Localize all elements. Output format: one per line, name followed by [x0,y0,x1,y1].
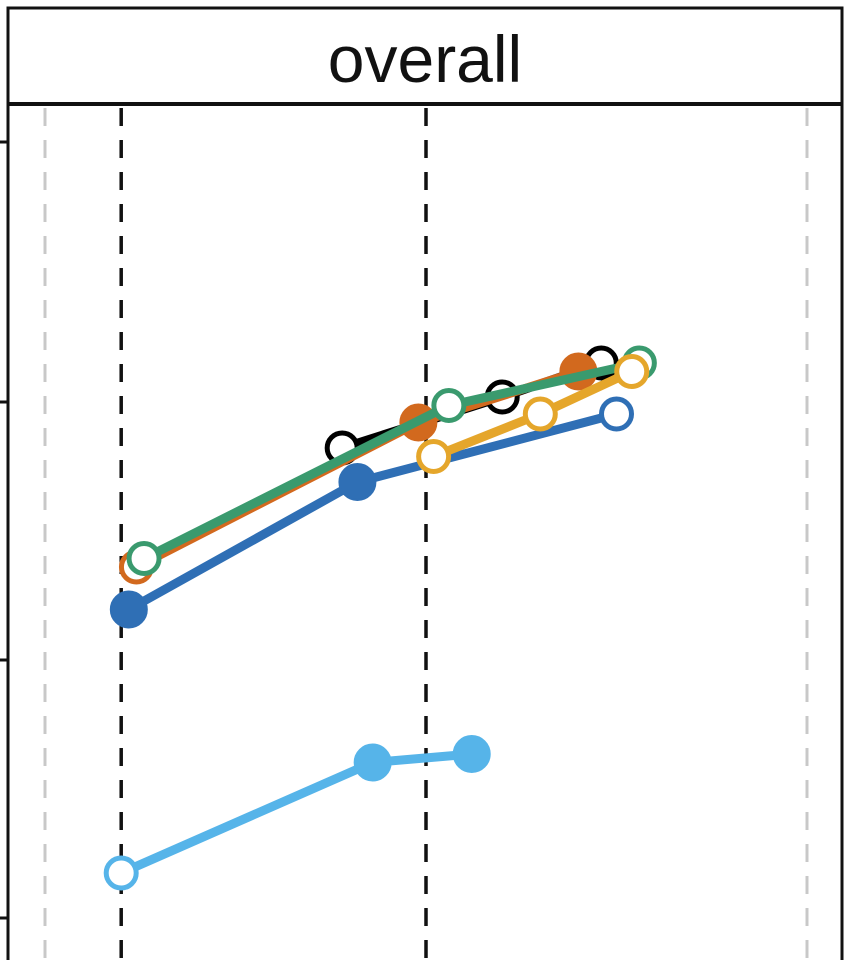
data-point [522,396,558,432]
data-point [614,354,650,389]
series-5 [416,354,650,474]
data-point [431,388,467,423]
series-1 [109,396,634,629]
series-layer [103,345,657,891]
facet-strip [6,6,844,106]
data-point [599,396,634,432]
series-line [119,749,473,878]
facet-strip-label: overall [328,22,522,96]
data-point [338,463,377,501]
series-0 [103,735,491,891]
data-point [353,743,392,782]
series-4 [126,345,657,576]
data-point [103,855,139,891]
data-point [126,541,162,576]
reference-lines [43,108,809,958]
data-point [109,590,148,629]
data-point [452,735,491,773]
data-point [416,439,452,474]
